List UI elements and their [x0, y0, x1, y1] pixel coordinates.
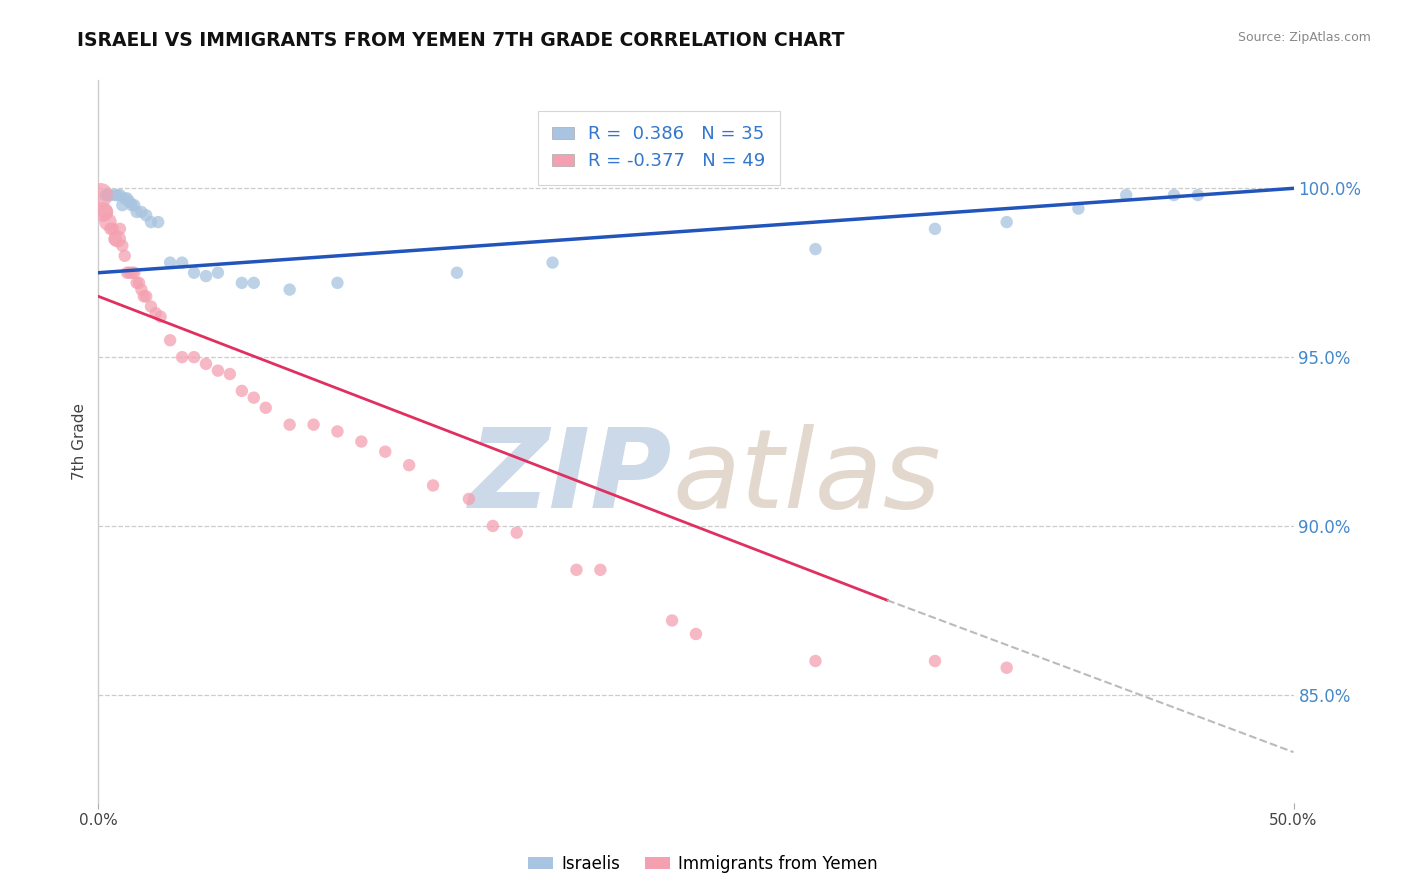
Point	[254, 401, 277, 415]
Point	[172, 255, 194, 269]
Point	[481, 519, 505, 533]
Point	[104, 188, 127, 202]
Point	[124, 198, 146, 212]
Point	[278, 417, 301, 432]
Point	[111, 238, 134, 252]
Point	[804, 654, 827, 668]
Point	[374, 444, 396, 458]
Point	[183, 266, 205, 280]
Point	[207, 266, 229, 280]
Point	[326, 276, 349, 290]
Point	[107, 232, 129, 246]
Point	[661, 614, 683, 628]
Point	[804, 242, 827, 256]
Point	[231, 276, 253, 290]
Point	[458, 491, 481, 506]
Point	[1187, 188, 1209, 202]
Point	[159, 255, 181, 269]
Point	[90, 188, 112, 202]
Point	[115, 266, 138, 280]
Point	[589, 563, 612, 577]
Point	[118, 194, 141, 209]
Point	[111, 198, 134, 212]
Point	[1067, 202, 1090, 216]
Point	[139, 300, 162, 314]
Point	[195, 269, 218, 284]
Point	[108, 222, 131, 236]
Point	[132, 289, 155, 303]
Point	[121, 266, 143, 280]
Point	[302, 417, 325, 432]
Point	[97, 215, 120, 229]
Point	[121, 198, 143, 212]
Point	[446, 266, 468, 280]
Point	[135, 289, 157, 303]
Text: ZIP: ZIP	[468, 425, 672, 531]
Point	[149, 310, 172, 324]
Point	[350, 434, 373, 449]
Point	[924, 222, 946, 236]
Point	[107, 188, 129, 202]
Point	[114, 191, 136, 205]
Point	[94, 188, 117, 202]
Point	[98, 188, 122, 202]
Point	[98, 222, 122, 236]
Point	[1115, 188, 1137, 202]
Point	[104, 232, 127, 246]
Point	[685, 627, 707, 641]
Legend: Israelis, Immigrants from Yemen: Israelis, Immigrants from Yemen	[522, 848, 884, 880]
Point	[97, 188, 120, 202]
Point	[159, 333, 181, 347]
Point	[114, 249, 136, 263]
Point	[148, 215, 170, 229]
Point	[172, 350, 194, 364]
Point	[506, 525, 529, 540]
Point	[422, 478, 444, 492]
Point	[125, 205, 148, 219]
Point	[243, 391, 266, 405]
Point	[101, 222, 124, 236]
Point	[231, 384, 253, 398]
Point	[94, 205, 117, 219]
Point	[125, 276, 148, 290]
Text: Source: ZipAtlas.com: Source: ZipAtlas.com	[1237, 31, 1371, 45]
Point	[118, 266, 141, 280]
Point	[135, 208, 157, 222]
Point	[195, 357, 218, 371]
Point	[995, 661, 1018, 675]
Point	[108, 188, 131, 202]
Point	[278, 283, 301, 297]
Point	[541, 255, 564, 269]
Point	[91, 205, 114, 219]
Point	[565, 563, 588, 577]
Point	[326, 425, 349, 439]
Text: atlas: atlas	[672, 425, 941, 531]
Point	[219, 367, 242, 381]
Point	[131, 205, 153, 219]
Legend: R =  0.386   N = 35, R = -0.377   N = 49: R = 0.386 N = 35, R = -0.377 N = 49	[537, 111, 780, 185]
Point	[243, 276, 266, 290]
Y-axis label: 7th Grade: 7th Grade	[72, 403, 87, 480]
Point	[1163, 188, 1185, 202]
Point	[924, 654, 946, 668]
Text: ISRAELI VS IMMIGRANTS FROM YEMEN 7TH GRADE CORRELATION CHART: ISRAELI VS IMMIGRANTS FROM YEMEN 7TH GRA…	[77, 31, 845, 50]
Point	[183, 350, 205, 364]
Point	[115, 191, 138, 205]
Point	[995, 215, 1018, 229]
Point	[398, 458, 420, 472]
Point	[124, 266, 146, 280]
Point	[128, 276, 150, 290]
Point	[145, 306, 167, 320]
Point	[139, 215, 162, 229]
Point	[131, 283, 153, 297]
Point	[207, 364, 229, 378]
